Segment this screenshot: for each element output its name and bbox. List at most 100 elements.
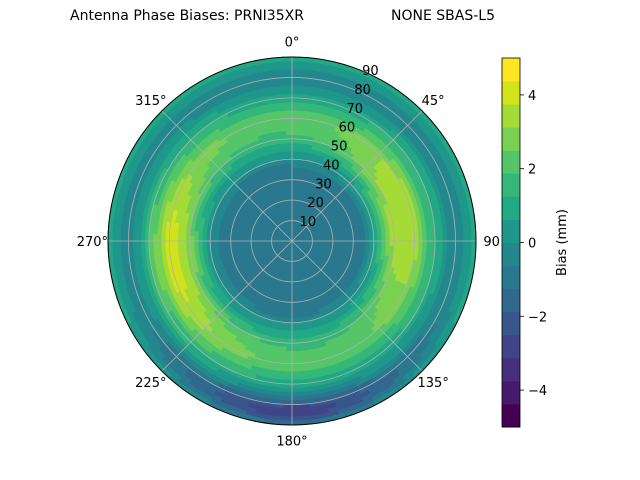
contour-cell: [214, 244, 220, 250]
contour-cell: [128, 240, 134, 250]
contour-cell: [296, 142, 303, 148]
contour-cell: [160, 233, 166, 242]
contour-cell: [144, 240, 150, 250]
contour-cell: [284, 109, 293, 115]
contour-cell: [222, 244, 228, 249]
contour-cell: [218, 240, 223, 246]
contour-cell: [285, 179, 290, 185]
contour-cell: [377, 245, 383, 251]
contour-cell: [164, 234, 170, 242]
contour-cell: [360, 232, 366, 238]
contour-cell: [286, 342, 293, 348]
contour-cell: [291, 158, 297, 164]
contour-cell: [291, 297, 296, 303]
contour-cell: [291, 175, 296, 181]
contour-cell: [414, 240, 420, 248]
contour-cell: [426, 240, 432, 249]
contour-cell: [373, 236, 379, 242]
contour-cell: [418, 233, 424, 242]
contour-cell: [459, 240, 465, 251]
contour-cell: [291, 154, 297, 160]
contour-cell: [286, 134, 293, 140]
contour-cell: [438, 232, 444, 242]
contour-cell: [230, 243, 236, 248]
contour-cell: [426, 233, 432, 242]
contour-cell: [282, 73, 293, 78]
contour-cell: [288, 179, 293, 185]
contour-cell: [377, 235, 383, 242]
contour-cell: [287, 310, 293, 315]
contour-cell: [286, 138, 293, 144]
contour-cell: [364, 232, 370, 238]
contour-cell: [201, 245, 207, 251]
contour-cell: [352, 233, 358, 239]
contour-cell: [288, 301, 293, 307]
contour-cell: [124, 231, 129, 242]
contour-cell: [291, 363, 299, 369]
contour-cell: [410, 234, 415, 242]
contour-cell: [218, 236, 223, 242]
contour-cell: [288, 306, 293, 311]
contour-cell: [214, 236, 219, 242]
contour-cell: [205, 236, 211, 242]
contour-cell: [291, 387, 301, 393]
contour-cell: [291, 330, 298, 336]
contour-cell: [287, 314, 293, 319]
contour-cell: [283, 85, 293, 91]
contour-cell: [291, 81, 301, 87]
contour-cell: [214, 240, 219, 246]
contour-cell: [283, 399, 293, 405]
contour-cell: [291, 130, 299, 136]
contour-cell: [148, 240, 154, 249]
contour-cell: [291, 326, 298, 332]
contour-cell: [357, 240, 362, 245]
contour-cell: [291, 318, 297, 324]
contour-cell: [385, 230, 391, 237]
contour-cell: [281, 330, 288, 336]
contour-cell: [226, 240, 232, 245]
contour-cell: [291, 395, 301, 401]
contour-cell: [193, 245, 199, 252]
contour-cell: [132, 232, 138, 242]
contour-cell: [226, 237, 232, 242]
contour-cell: [284, 171, 289, 177]
contour-cell: [291, 383, 301, 389]
contour-cell: [430, 240, 436, 249]
contour-cell: [284, 105, 293, 111]
contour-cell: [164, 240, 170, 248]
contour-cell: [352, 240, 358, 245]
contour-cell: [291, 408, 302, 414]
contour-cell: [285, 363, 293, 369]
contour-cell: [291, 314, 297, 319]
contour-cell: [406, 234, 411, 242]
contour-cell: [295, 309, 301, 315]
contour-cell: [197, 245, 203, 252]
contour-cell: [281, 142, 288, 148]
contour-cell: [381, 230, 387, 237]
contour-cell: [152, 240, 158, 249]
contour-cell: [291, 342, 298, 348]
contour-cell: [185, 240, 191, 247]
contour-cell: [197, 235, 203, 242]
contour-cell: [291, 371, 300, 377]
contour-cell: [287, 322, 293, 328]
contour-cell: [156, 240, 162, 249]
contour-cell: [286, 338, 293, 344]
contour-cell: [356, 233, 362, 238]
contour-cell: [446, 232, 452, 242]
contour-cell: [385, 245, 391, 252]
contour-cell: [381, 245, 387, 252]
contour-cell: [286, 326, 293, 332]
contour-cell: [285, 350, 293, 356]
contour-cell: [201, 235, 207, 242]
contour-cell: [193, 230, 199, 237]
contour-cell: [132, 240, 138, 250]
contour-cell: [291, 73, 302, 78]
contour-cell: [144, 232, 150, 242]
contour-cell: [291, 359, 299, 364]
contour-cell: [173, 240, 178, 248]
contour-cell: [357, 237, 362, 242]
contour-cell: [406, 240, 411, 248]
contour-cell: [197, 240, 203, 247]
